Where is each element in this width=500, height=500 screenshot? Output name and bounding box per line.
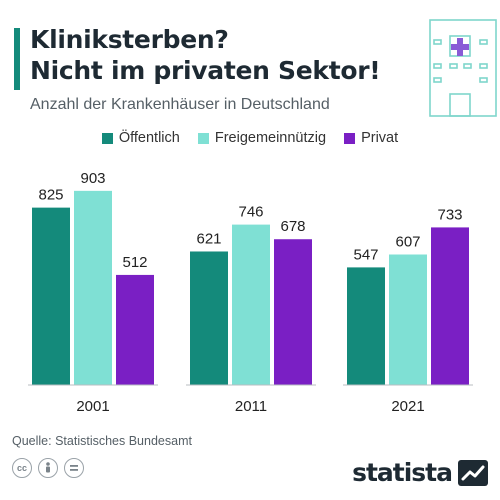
chart-title-line-1: Kliniksterben? xyxy=(30,25,229,54)
chart-title-line-2: Nicht im privaten Sektor! xyxy=(30,56,381,85)
bar-oeffentlich-2001 xyxy=(32,207,70,385)
data-label-oeffentlich-2021: 547 xyxy=(353,246,378,263)
attribution-icon[interactable] xyxy=(38,458,58,478)
legend-item-freigemeinnuetzig: Freigemeinnützig xyxy=(197,130,327,146)
x-tick-label-2001: 2001 xyxy=(76,398,109,415)
bar-freigemeinnuetzig-2021 xyxy=(389,254,427,385)
bar-privat-2011 xyxy=(274,239,312,385)
legend-label-oeffentlich: Öffentlich xyxy=(118,130,180,146)
chart-subtitle: Anzahl der Krankenhäuser in Deutschland xyxy=(30,96,330,113)
bar-freigemeinnuetzig-2001 xyxy=(74,190,112,385)
legend-item-oeffentlich: Öffentlich xyxy=(101,130,180,146)
title-accent-bar xyxy=(14,28,20,90)
cc-icon[interactable]: cc xyxy=(12,458,32,478)
bar-oeffentlich-2021 xyxy=(347,267,385,385)
source-note: Quelle: Statistisches Bundesamt xyxy=(12,434,192,448)
bar-chart: 825 903 512 2001 621 746 678 2011 547 607 733 2021 xyxy=(28,170,473,415)
data-label-privat-2011: 678 xyxy=(280,218,305,235)
chart-legend: Öffentlich Freigemeinnützig Privat xyxy=(0,130,500,146)
legend-swatch-freigemeinnuetzig xyxy=(197,132,209,144)
x-tick-label-2011: 2011 xyxy=(235,398,267,415)
hospital-building-icon xyxy=(429,19,497,117)
statista-wordmark: statista xyxy=(352,458,453,487)
data-label-privat-2021: 733 xyxy=(437,206,462,223)
legend-item-privat: Privat xyxy=(344,130,398,146)
legend-swatch-privat xyxy=(344,132,356,144)
x-tick-label-2021: 2021 xyxy=(391,398,424,415)
no-derivatives-icon[interactable] xyxy=(64,458,84,478)
bar-freigemeinnuetzig-2011 xyxy=(232,224,270,385)
license-icons: cc xyxy=(12,458,84,478)
chart-title: Kliniksterben? Nicht im privaten Sektor! xyxy=(30,24,381,86)
bar-privat-2021 xyxy=(431,227,469,385)
data-label-oeffentlich-2001: 825 xyxy=(38,187,63,204)
statista-logo-icon xyxy=(458,459,488,486)
statista-logo[interactable]: statista xyxy=(352,458,488,487)
data-label-freigemeinnuetzig-2021: 607 xyxy=(395,233,420,250)
legend-swatch-oeffentlich xyxy=(101,132,113,144)
bar-privat-2001 xyxy=(116,274,154,385)
data-label-freigemeinnuetzig-2001: 903 xyxy=(80,170,105,187)
legend-label-freigemeinnuetzig: Freigemeinnützig xyxy=(214,130,327,146)
data-label-freigemeinnuetzig-2011: 746 xyxy=(238,204,263,221)
legend-label-privat: Privat xyxy=(361,130,399,146)
bar-oeffentlich-2011 xyxy=(190,251,228,385)
data-label-oeffentlich-2011: 621 xyxy=(196,230,221,247)
data-label-privat-2001: 512 xyxy=(122,254,147,271)
